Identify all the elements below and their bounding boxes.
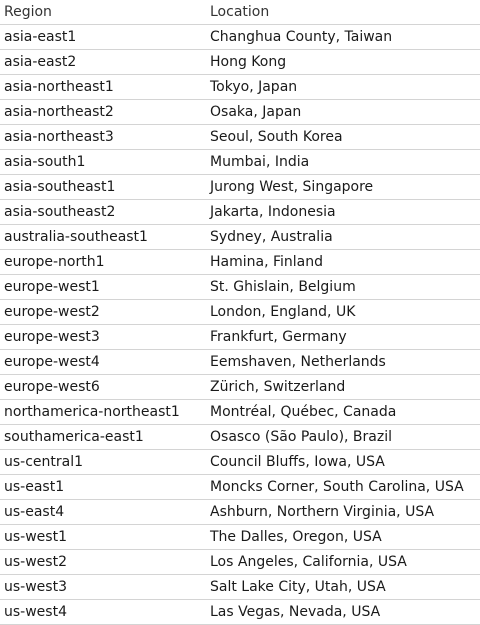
location-cell: Las Vegas, Nevada, USA xyxy=(206,599,480,625)
location-cell: Hong Kong xyxy=(206,49,480,75)
region-cell: australia-southeast1 xyxy=(0,224,206,250)
region-cell: asia-south1 xyxy=(0,149,206,175)
region-cell: europe-west1 xyxy=(0,274,206,300)
region-cell: europe-west4 xyxy=(0,349,206,375)
table-row: europe-west6 Zürich, Switzerland xyxy=(0,374,480,400)
header-row: Region Location xyxy=(0,0,480,25)
region-cell: us-west1 xyxy=(0,524,206,550)
table-row: asia-southeast2 Jakarta, Indonesia xyxy=(0,199,480,225)
location-cell: London, England, UK xyxy=(206,299,480,325)
region-cell: asia-southeast2 xyxy=(0,199,206,225)
location-cell: Ashburn, Northern Virginia, USA xyxy=(206,499,480,525)
region-cell: us-west4 xyxy=(0,599,206,625)
table-row: northamerica-northeast1 Montréal, Québec,… xyxy=(0,399,480,425)
location-cell: St. Ghislain, Belgium xyxy=(206,274,480,300)
region-cell: us-east4 xyxy=(0,499,206,525)
column-header-location: Location xyxy=(206,0,480,25)
region-cell: europe-west6 xyxy=(0,374,206,400)
region-cell: us-west3 xyxy=(0,574,206,600)
region-cell: asia-northeast1 xyxy=(0,74,206,100)
region-cell: southamerica-east1 xyxy=(0,424,206,450)
region-cell: europe-north1 xyxy=(0,249,206,275)
table-body: asia-east1 Changhua County, Taiwan asia-ea… xyxy=(0,24,480,625)
location-cell: Los Angeles, California, USA xyxy=(206,549,480,575)
region-cell: us-east1 xyxy=(0,474,206,500)
table-row: us-west2 Los Angeles, California, USA xyxy=(0,549,480,575)
table-row: europe-west3 Frankfurt, Germany xyxy=(0,324,480,350)
region-cell: asia-east1 xyxy=(0,24,206,50)
location-cell: Montréal, Québec, Canada xyxy=(206,399,480,425)
table-row: europe-west2 London, England, UK xyxy=(0,299,480,325)
region-cell: asia-northeast2 xyxy=(0,99,206,125)
location-cell: Osaka, Japan xyxy=(206,99,480,125)
table-row: asia-east1 Changhua County, Taiwan xyxy=(0,24,480,50)
table-row: us-west4 Las Vegas, Nevada, USA xyxy=(0,599,480,625)
region-cell: asia-southeast1 xyxy=(0,174,206,200)
location-cell: Jakarta, Indonesia xyxy=(206,199,480,225)
table-row: asia-northeast2 Osaka, Japan xyxy=(0,99,480,125)
table-row: australia-southeast1 Sydney, Australia xyxy=(0,224,480,250)
location-cell: Moncks Corner, South Carolina, USA xyxy=(206,474,480,500)
table-row: asia-northeast3 Seoul, South Korea xyxy=(0,124,480,150)
location-cell: Council Bluffs, Iowa, USA xyxy=(206,449,480,475)
table-row: us-central1 Council Bluffs, Iowa, USA xyxy=(0,449,480,475)
table-row: asia-south1 Mumbai, India xyxy=(0,149,480,175)
region-cell: us-central1 xyxy=(0,449,206,475)
table-row: southamerica-east1 Osasco (São Paulo), Br… xyxy=(0,424,480,450)
location-cell: Changhua County, Taiwan xyxy=(206,24,480,50)
table-row: us-west3 Salt Lake City, Utah, USA xyxy=(0,574,480,600)
location-cell: Osasco (São Paulo), Brazil xyxy=(206,424,480,450)
location-cell: Eemshaven, Netherlands xyxy=(206,349,480,375)
table-row: asia-east2 Hong Kong xyxy=(0,49,480,75)
region-cell: europe-west3 xyxy=(0,324,206,350)
location-cell: Frankfurt, Germany xyxy=(206,324,480,350)
location-cell: Hamina, Finland xyxy=(206,249,480,275)
location-cell: The Dalles, Oregon, USA xyxy=(206,524,480,550)
table-row: us-west1 The Dalles, Oregon, USA xyxy=(0,524,480,550)
location-cell: Tokyo, Japan xyxy=(206,74,480,100)
table-row: asia-southeast1 Jurong West, Singapore xyxy=(0,174,480,200)
location-cell: Jurong West, Singapore xyxy=(206,174,480,200)
column-header-region: Region xyxy=(0,0,206,25)
region-cell: asia-northeast3 xyxy=(0,124,206,150)
region-cell: europe-west2 xyxy=(0,299,206,325)
table-row: asia-northeast1 Tokyo, Japan xyxy=(0,74,480,100)
location-cell: Seoul, South Korea xyxy=(206,124,480,150)
location-cell: Salt Lake City, Utah, USA xyxy=(206,574,480,600)
table-row: europe-west1 St. Ghislain, Belgium xyxy=(0,274,480,300)
region-cell: asia-east2 xyxy=(0,49,206,75)
location-cell: Zürich, Switzerland xyxy=(206,374,480,400)
table-row: europe-west4 Eemshaven, Netherlands xyxy=(0,349,480,375)
table-row: us-east1 Moncks Corner, South Carolina, U… xyxy=(0,474,480,500)
location-cell: Mumbai, India xyxy=(206,149,480,175)
region-cell: northamerica-northeast1 xyxy=(0,399,206,425)
region-cell: us-west2 xyxy=(0,549,206,575)
location-cell: Sydney, Australia xyxy=(206,224,480,250)
table-row: europe-north1 Hamina, Finland xyxy=(0,249,480,275)
table-row: us-east4 Ashburn, Northern Virginia, USA xyxy=(0,499,480,525)
